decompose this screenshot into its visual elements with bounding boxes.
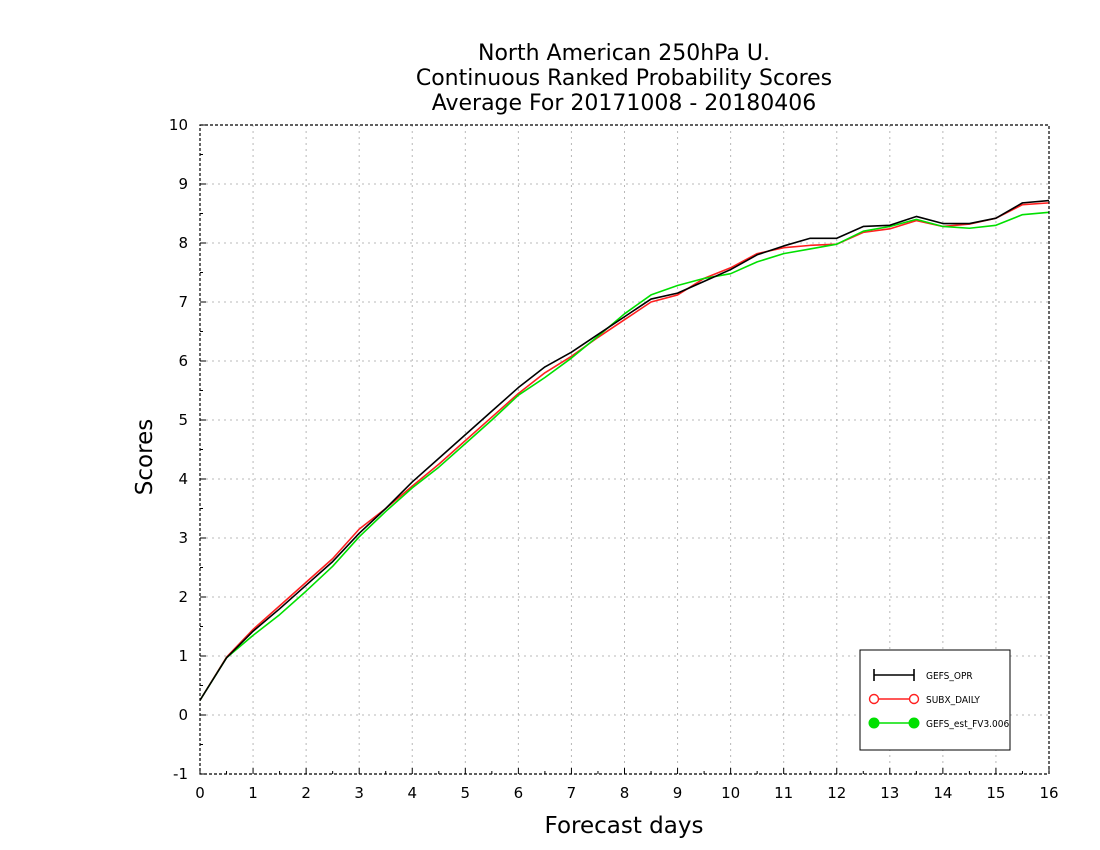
x-tick-label-15: 15	[986, 784, 1005, 802]
chart-title-line-3: Average For 20171008 - 20180406	[432, 91, 817, 116]
y-axis: -1 0 1 2 3 4 5 6 7 8 9 10	[169, 116, 206, 783]
legend-marker-subx-daily-1	[908, 693, 920, 705]
y-tick-label-3: 3	[178, 529, 188, 547]
x-axis: 0 1 2 3 4 5 6 7 8 9 10 11 12 13 14 15 16	[195, 768, 1059, 802]
legend-marker-gefs-est-fv3-006-1	[908, 717, 920, 729]
legend-box	[859, 649, 1011, 751]
chart-title-line-2: Continuous Ranked Probability Scores	[416, 66, 832, 91]
y-tick-label-8: 8	[178, 234, 188, 252]
legend-marker-subx-daily-0	[868, 693, 880, 705]
x-tick-label-7: 7	[567, 784, 577, 802]
y-tick-label-2: 2	[178, 588, 188, 606]
y-tick-label-9: 9	[178, 175, 188, 193]
legend: GEFS_OPR SUBX_DAILY GEFS_est_FV3.006	[859, 649, 1011, 751]
y-tick-label-7: 7	[178, 293, 188, 311]
x-tick-label-4: 4	[407, 784, 417, 802]
series-layer	[199, 199, 1050, 701]
y-axis-title: Scores	[132, 419, 158, 495]
series-line-gefs-opr	[199, 199, 1050, 701]
x-tick-label-0: 0	[195, 784, 205, 802]
series-line-subx-daily	[199, 202, 1050, 701]
x-tick-label-10: 10	[721, 784, 740, 802]
x-tick-label-6: 6	[514, 784, 524, 802]
y-tick-label-5: 5	[178, 411, 188, 429]
x-tick-label-12: 12	[827, 784, 846, 802]
y-tick-label--1: -1	[173, 765, 188, 783]
chart-title-line-1: North American 250hPa U.	[478, 41, 770, 66]
x-tick-label-13: 13	[880, 784, 899, 802]
y-tick-label-0: 0	[178, 706, 188, 724]
legend-label-gefs-est-fv3-006: GEFS_est_FV3.006	[926, 719, 1009, 730]
y-tick-label-6: 6	[178, 352, 188, 370]
series-line-gefs-est-fv3-006	[199, 211, 1050, 701]
x-tick-label-2: 2	[301, 784, 311, 802]
chart-title: North American 250hPa U. Continuous Rank…	[416, 41, 832, 116]
x-axis-title: Forecast days	[545, 813, 704, 839]
x-tick-label-9: 9	[673, 784, 683, 802]
legend-marker-gefs-est-fv3-006-0	[868, 717, 880, 729]
y-tick-label-10: 10	[169, 116, 188, 134]
y-tick-label-1: 1	[178, 647, 188, 665]
legend-label-subx-daily: SUBX_DAILY	[926, 695, 980, 706]
y-tick-label-4: 4	[178, 470, 188, 488]
x-tick-label-3: 3	[354, 784, 364, 802]
x-tick-label-5: 5	[461, 784, 471, 802]
legend-label-gefs-opr: GEFS_OPR	[926, 671, 973, 682]
x-tick-label-11: 11	[774, 784, 793, 802]
x-tick-label-16: 16	[1039, 784, 1058, 802]
x-tick-label-14: 14	[933, 784, 952, 802]
x-tick-label-8: 8	[620, 784, 630, 802]
x-tick-label-1: 1	[248, 784, 258, 802]
